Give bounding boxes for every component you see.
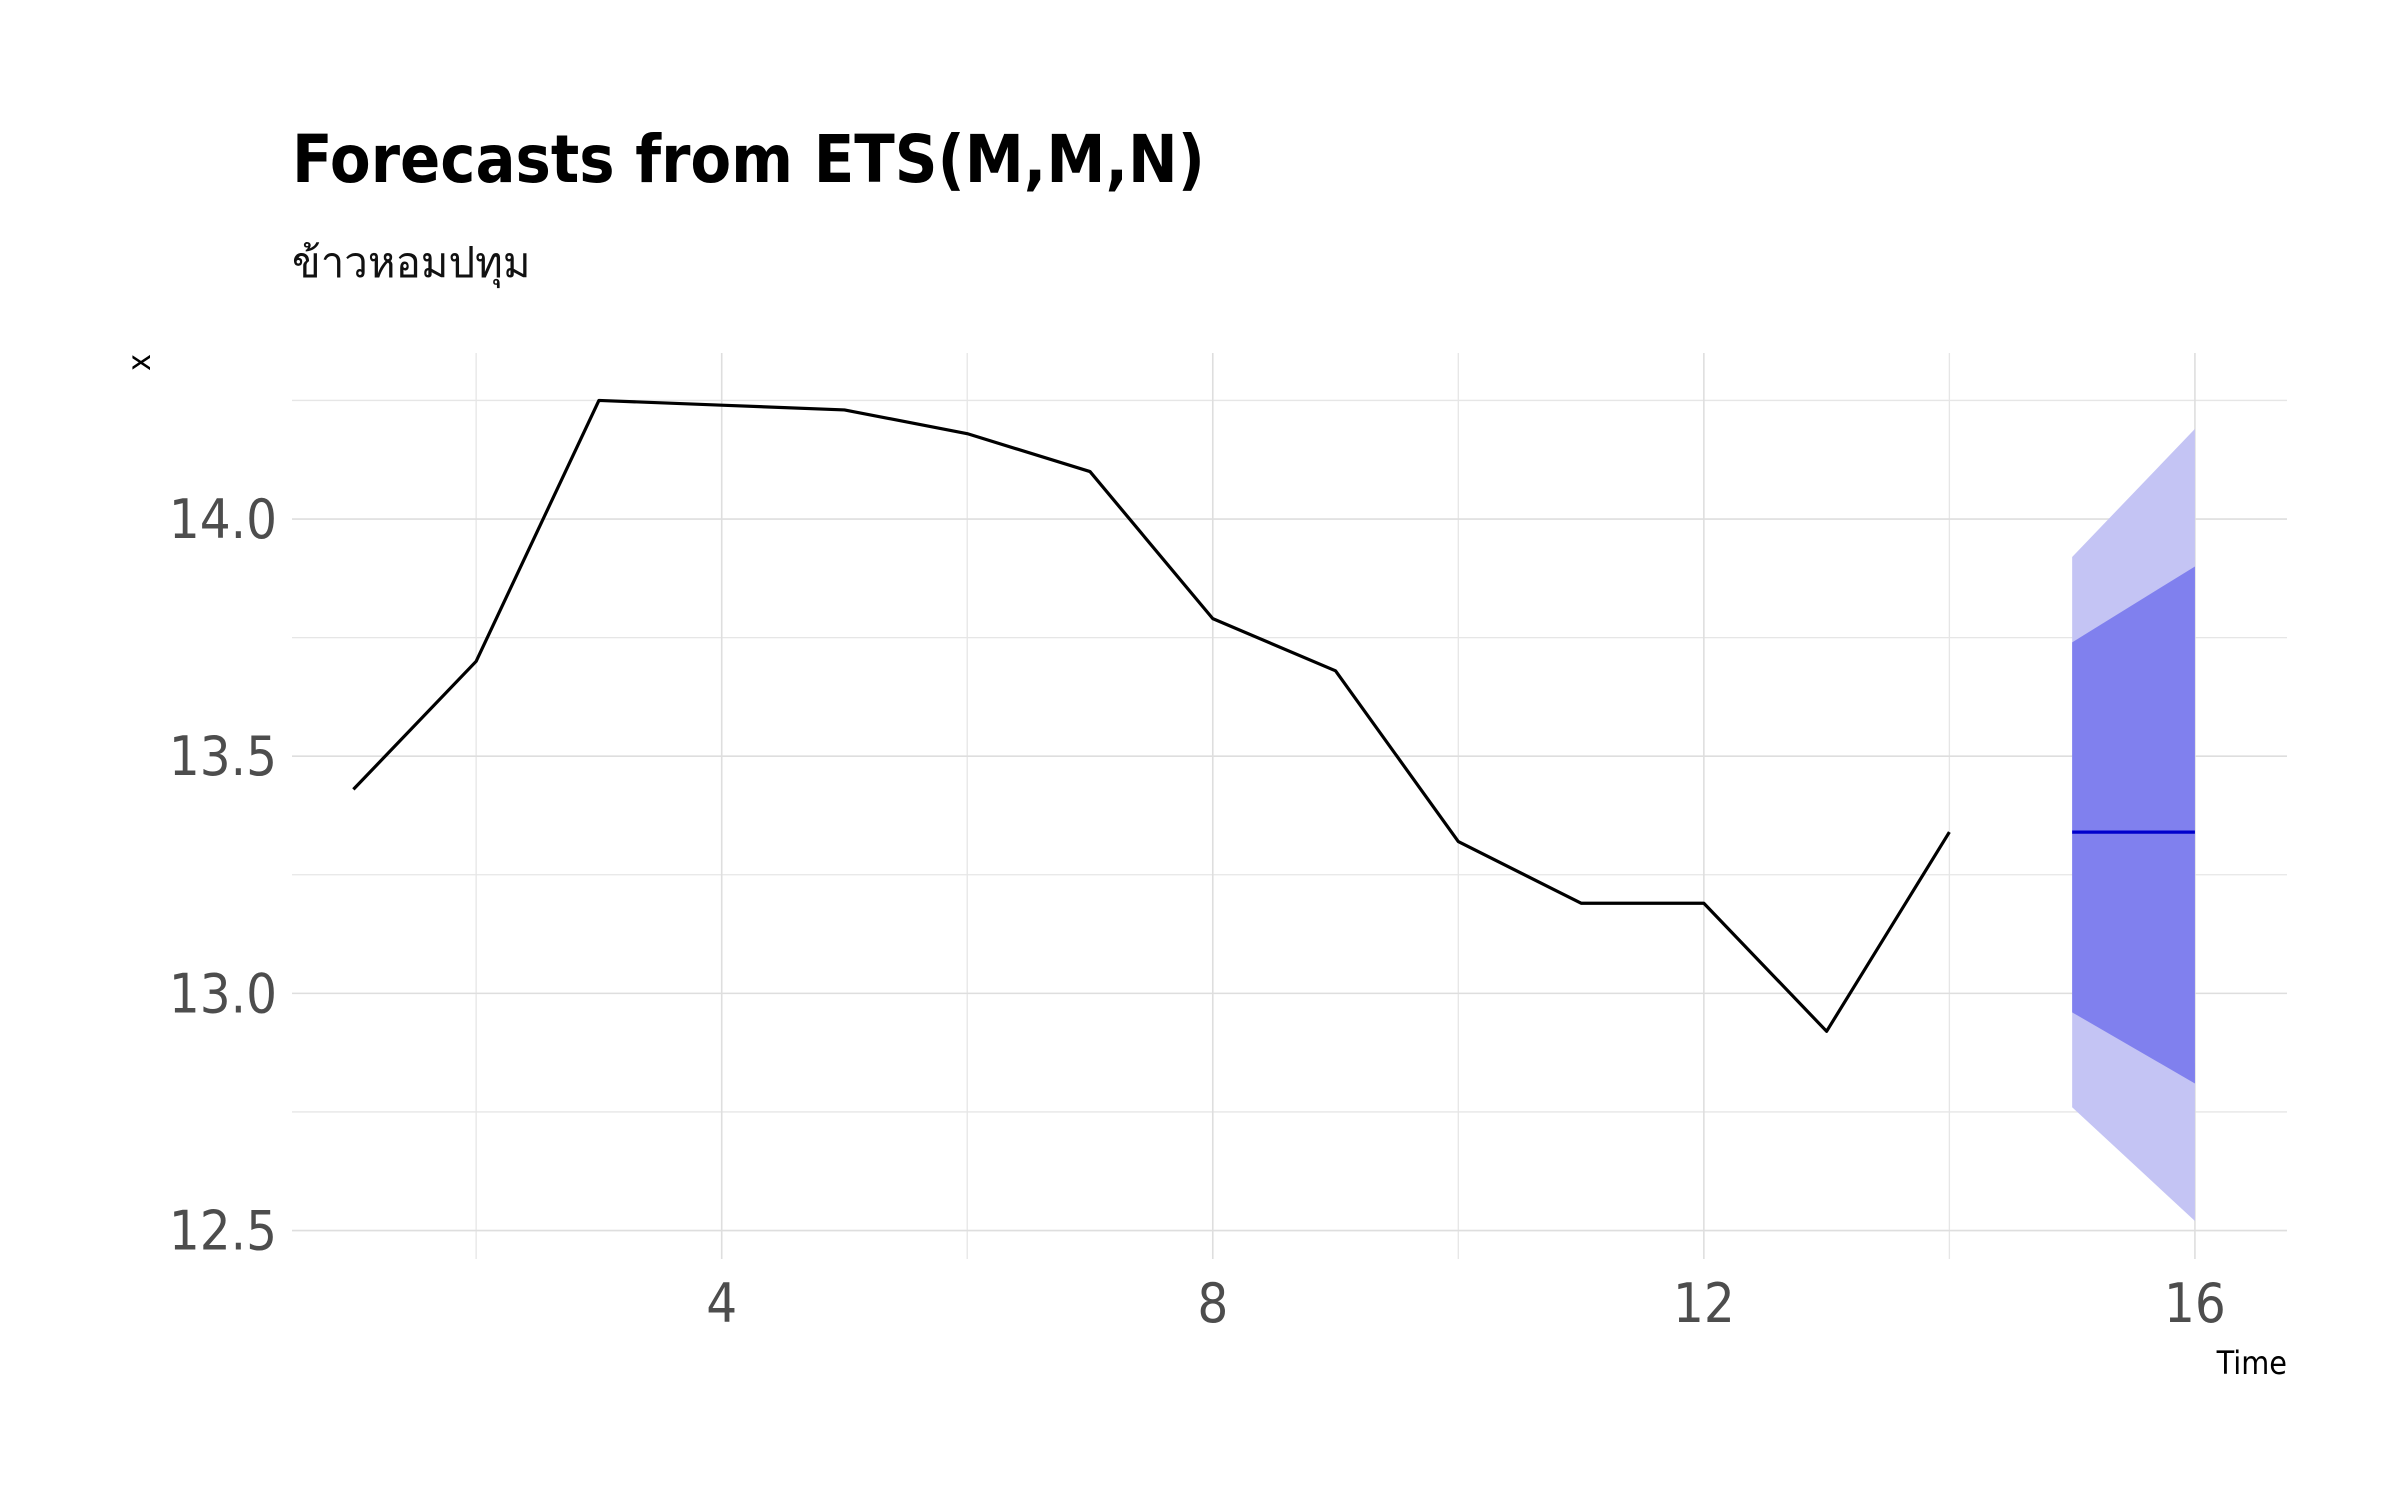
y-tick-label: 13.0: [169, 962, 277, 1025]
grid-lines: [292, 353, 2287, 1259]
x-tick-label: 4: [706, 1272, 737, 1335]
y-tick-label: 12.5: [169, 1200, 277, 1263]
series-lines: [352, 398, 2195, 1033]
chart-subtitle: ข้าวหอมปทุม: [292, 238, 531, 289]
tick-labels: 4 8 12 16 12.5 13.0 13.5 14.0: [169, 488, 2226, 1335]
x-axis-title: Time: [2216, 1344, 2287, 1382]
prediction-intervals: [2072, 428, 2195, 1222]
x-tick-label: 8: [1197, 1272, 1228, 1335]
y-tick-label: 14.0: [169, 488, 277, 551]
x-tick-label: 16: [2164, 1272, 2226, 1335]
y-axis-title: x: [120, 354, 158, 371]
x-tick-label: 12: [1673, 1272, 1735, 1335]
y-tick-label: 13.5: [169, 725, 277, 788]
chart-title: Forecasts from ETS(M,M,N): [292, 121, 1205, 198]
interval-band-80: [2072, 566, 2195, 1084]
observed-line: [352, 398, 1951, 1033]
